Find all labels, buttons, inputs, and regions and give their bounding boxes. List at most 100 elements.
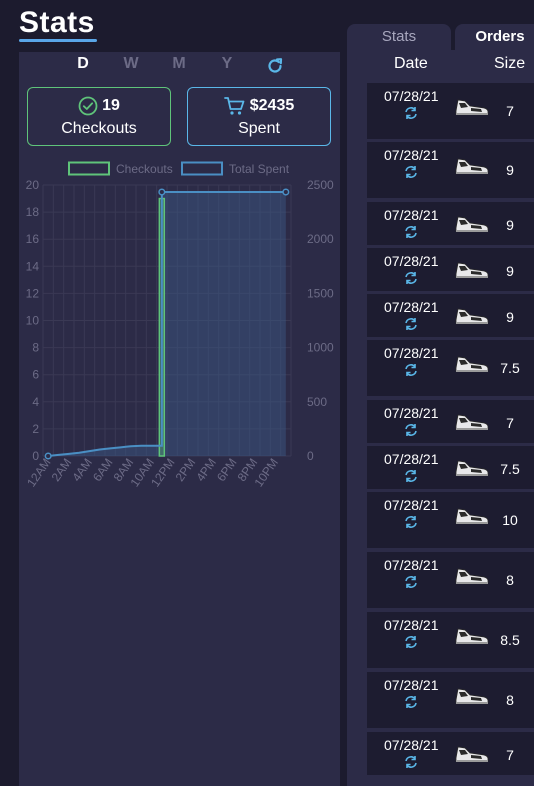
order-size: 7.5 [500,461,520,477]
y-right-tick-label: 2500 [307,178,334,192]
sync-icon [405,318,417,330]
order-row[interactable]: 07/28/21 9 [367,202,534,245]
order-size: 9 [506,309,514,325]
total-spent-point [44,452,52,460]
order-row[interactable]: 07/28/21 10 [367,492,534,548]
y-left-tick-label: 12 [26,286,40,300]
order-date: 07/28/21 [384,299,439,315]
spent-card: $2435 Spent [187,87,331,146]
sneaker-icon [455,746,489,762]
period-month[interactable]: M [172,55,186,72]
x-tick-label: 6PM [214,456,240,484]
spent-value: $2435 [249,97,295,114]
total-spent-point [282,188,290,196]
spent-label: Spent [238,120,280,137]
order-size: 9 [506,162,514,178]
order-size: 8.5 [500,632,520,648]
total-spent-point [158,188,166,196]
refresh-icon[interactable] [265,56,285,76]
sneaker-icon [455,414,489,430]
y-right-tick-label: 1500 [307,286,334,300]
sneaker-icon [455,99,489,115]
order-date: 07/28/21 [384,207,439,223]
orders-panel: Date Size 07/28/21 7 07/28/21 9 07/28/21 9 07/… [347,50,534,786]
x-tick-label: 6AM [90,456,116,484]
order-row[interactable]: 07/28/21 7.5 [367,340,534,396]
sync-icon [405,364,417,376]
order-row[interactable]: 07/28/21 9 [367,142,534,198]
cart-icon [223,97,245,115]
sneaker-icon [455,508,489,524]
order-date: 07/28/21 [384,677,439,693]
sneaker-icon [455,460,489,476]
y-left-tick-label: 18 [26,205,40,219]
legend-label-checkouts: Checkouts [116,162,173,176]
order-size: 9 [506,263,514,279]
period-day[interactable]: D [77,55,89,72]
order-row[interactable]: 07/28/21 7 [367,400,534,443]
check-circle-icon [78,96,98,116]
y-left-tick-label: 6 [32,368,39,382]
order-date: 07/28/21 [384,345,439,361]
y-left-tick-label: 8 [32,341,39,355]
y-left-tick-label: 2 [32,422,39,436]
x-tick-label: 2AM [49,456,75,484]
x-tick-label: 2PM [173,456,199,484]
tab-orders[interactable]: Orders [455,24,534,50]
sneaker-icon [455,308,489,324]
title-underline [19,39,97,42]
order-date: 07/28/21 [384,617,439,633]
order-size: 7 [506,747,514,763]
stats-chart: Checkouts Total Spent 0 2 4 6 8 10 12 14 16 18 20 0 50… [24,161,334,490]
checkouts-value: 19 [102,97,120,114]
order-row[interactable]: 07/28/21 8.5 [367,612,534,668]
x-tick-label: 4PM [193,456,219,484]
order-date: 07/28/21 [384,88,439,104]
order-row[interactable]: 07/28/21 9 [367,294,534,337]
sync-icon [405,696,417,708]
sync-icon [405,756,417,768]
y-left-tick-label: 16 [26,232,40,246]
order-row[interactable]: 07/28/21 7 [367,732,534,775]
order-row[interactable]: 07/28/21 7 [367,83,534,139]
order-size: 10 [502,512,518,528]
y-left-tick-label: 0 [32,449,39,463]
order-size: 7 [506,103,514,119]
order-date: 07/28/21 [384,451,439,467]
legend-label-total-spent: Total Spent [229,162,290,176]
checkouts-card: 19 Checkouts [27,87,171,146]
y-left-tick-label: 20 [26,178,40,192]
sneaker-icon [455,216,489,232]
sync-icon [405,272,417,284]
order-date: 07/28/21 [384,253,439,269]
period-year[interactable]: Y [221,55,233,72]
sync-icon [405,576,417,588]
y-left-tick-label: 4 [32,395,39,409]
y-left-tick-label: 14 [26,259,40,273]
order-row[interactable]: 07/28/21 7.5 [367,446,534,489]
order-size: 7 [506,415,514,431]
order-row[interactable]: 07/28/21 9 [367,248,534,291]
sync-icon [405,424,417,436]
tab-stats[interactable]: Stats [347,24,451,50]
x-tick-label: 12AM [24,456,53,490]
sync-icon [405,470,417,482]
legend-swatch-checkouts [68,161,110,176]
y-right-tick-label: 0 [307,449,314,463]
x-tick-label: 4AM [69,456,95,484]
order-date: 07/28/21 [384,405,439,421]
order-row[interactable]: 07/28/21 8 [367,672,534,728]
period-week[interactable]: W [123,55,139,72]
sync-icon [405,636,417,648]
sneaker-icon [455,628,489,644]
page-title: Stats [19,6,95,39]
checkouts-label: Checkouts [61,120,137,137]
order-row[interactable]: 07/28/21 8 [367,552,534,608]
sneaker-icon [455,356,489,372]
sneaker-icon [455,158,489,174]
order-size: 7.5 [500,360,520,376]
sneaker-icon [455,688,489,704]
y-right-tick-label: 1000 [307,341,334,355]
legend-swatch-total-spent [181,161,223,176]
y-left-tick-label: 10 [26,314,40,328]
